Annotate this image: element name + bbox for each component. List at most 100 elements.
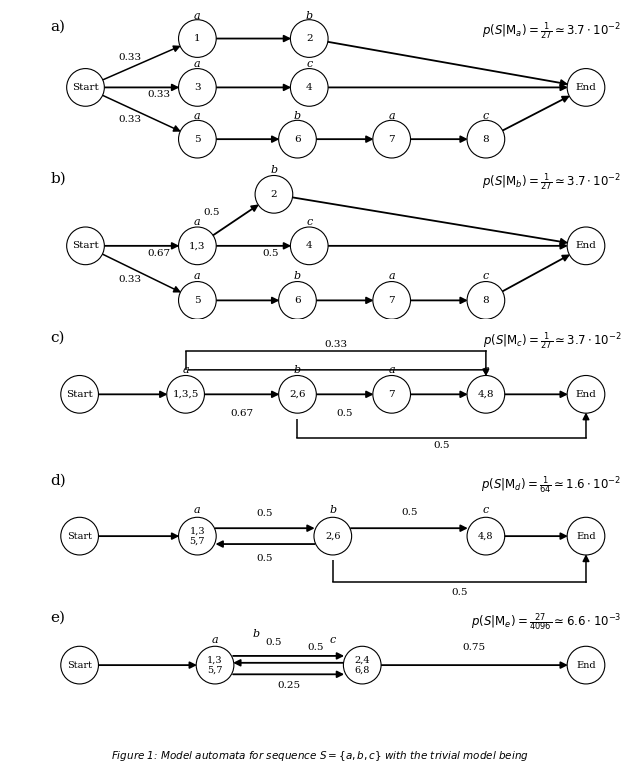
Text: 0.5: 0.5 — [433, 441, 450, 451]
Text: 0.67: 0.67 — [148, 249, 171, 258]
Text: a: a — [194, 59, 201, 69]
Text: c): c) — [50, 330, 65, 344]
Text: Start: Start — [67, 390, 93, 399]
Text: 0.5: 0.5 — [307, 643, 323, 653]
Ellipse shape — [291, 19, 328, 57]
Text: 0.33: 0.33 — [118, 275, 141, 284]
Ellipse shape — [67, 227, 104, 265]
Ellipse shape — [167, 375, 204, 413]
Text: 4,8: 4,8 — [477, 390, 494, 399]
Text: End: End — [575, 242, 596, 250]
Text: c: c — [483, 365, 489, 375]
Ellipse shape — [67, 68, 104, 106]
Ellipse shape — [255, 176, 292, 213]
Ellipse shape — [179, 68, 216, 106]
Text: 1,3
5,7: 1,3 5,7 — [189, 527, 205, 545]
Text: c: c — [483, 111, 489, 121]
Text: 5: 5 — [194, 296, 201, 305]
Text: b: b — [253, 629, 260, 639]
Text: 7: 7 — [388, 296, 395, 305]
Ellipse shape — [467, 517, 505, 555]
Text: Start: Start — [67, 660, 92, 670]
Text: b): b) — [50, 172, 66, 186]
Text: a: a — [194, 217, 201, 227]
Text: 0.5: 0.5 — [337, 409, 353, 418]
Text: b: b — [294, 111, 301, 121]
Text: 8: 8 — [483, 134, 489, 144]
Ellipse shape — [567, 517, 605, 555]
Ellipse shape — [567, 375, 605, 413]
Text: d): d) — [50, 474, 66, 488]
Text: 1,3
5,7: 1,3 5,7 — [207, 656, 223, 674]
Text: 0.5: 0.5 — [401, 508, 417, 517]
Text: 0.5: 0.5 — [204, 208, 220, 217]
Text: 5: 5 — [194, 134, 201, 144]
Ellipse shape — [373, 120, 410, 158]
Text: a: a — [212, 635, 218, 645]
Ellipse shape — [467, 120, 505, 158]
Text: 7: 7 — [388, 134, 395, 144]
Ellipse shape — [467, 281, 505, 319]
Text: Figure 1: Model automata for sequence $S=\{a,b,c\}$ with the trivial model being: Figure 1: Model automata for sequence $S… — [111, 749, 529, 763]
Text: $p(S|\mathrm{M}_d) = \frac{1}{64} \simeq 1.6\cdot 10^{-2}$: $p(S|\mathrm{M}_d) = \frac{1}{64} \simeq… — [481, 474, 621, 496]
Ellipse shape — [61, 646, 99, 684]
Text: Start: Start — [67, 531, 92, 541]
Text: 0.5: 0.5 — [263, 249, 279, 258]
Ellipse shape — [567, 227, 605, 265]
Text: Start: Start — [72, 83, 99, 92]
Text: 4: 4 — [306, 83, 312, 92]
Ellipse shape — [467, 375, 505, 413]
Text: a: a — [388, 111, 395, 121]
Text: c: c — [306, 59, 312, 69]
Text: End: End — [575, 390, 596, 399]
Text: b: b — [294, 365, 301, 375]
Text: b: b — [329, 505, 337, 514]
Ellipse shape — [179, 517, 216, 555]
Ellipse shape — [291, 227, 328, 265]
Text: End: End — [576, 531, 596, 541]
Ellipse shape — [61, 375, 99, 413]
Text: 2: 2 — [306, 34, 312, 43]
Text: 6: 6 — [294, 134, 301, 144]
Text: e): e) — [50, 611, 65, 625]
Text: c: c — [483, 505, 489, 514]
Ellipse shape — [291, 68, 328, 106]
Text: c: c — [306, 217, 312, 227]
Text: Start: Start — [72, 242, 99, 250]
Text: a: a — [194, 111, 201, 121]
Text: 1: 1 — [194, 34, 201, 43]
Text: 0.25: 0.25 — [277, 681, 300, 690]
Ellipse shape — [373, 375, 410, 413]
Text: a): a) — [50, 20, 65, 34]
Ellipse shape — [567, 646, 605, 684]
Text: c: c — [483, 271, 489, 281]
Text: 0.33: 0.33 — [118, 53, 141, 61]
Ellipse shape — [567, 68, 605, 106]
Text: b: b — [306, 11, 313, 20]
Text: 0.67: 0.67 — [230, 409, 253, 418]
Text: 0.33: 0.33 — [324, 340, 348, 349]
Text: 2: 2 — [271, 190, 277, 199]
Ellipse shape — [179, 281, 216, 319]
Text: b: b — [270, 165, 278, 175]
Text: $p(S|\mathrm{M}_a) = \frac{1}{27} \simeq 3.7\cdot 10^{-2}$: $p(S|\mathrm{M}_a) = \frac{1}{27} \simeq… — [483, 20, 621, 41]
Text: 4: 4 — [306, 242, 312, 250]
Text: 8: 8 — [483, 296, 489, 305]
Text: b: b — [294, 271, 301, 281]
Ellipse shape — [314, 517, 351, 555]
Ellipse shape — [179, 19, 216, 57]
Text: End: End — [576, 660, 596, 670]
Text: a: a — [194, 11, 201, 20]
Text: 2,6: 2,6 — [325, 531, 340, 541]
Text: $p(S|\mathrm{M}_b) = \frac{1}{27} \simeq 3.7\cdot 10^{-2}$: $p(S|\mathrm{M}_b) = \frac{1}{27} \simeq… — [482, 172, 621, 193]
Text: 0.33: 0.33 — [148, 90, 171, 99]
Text: a: a — [182, 365, 189, 375]
Text: 1,3,5: 1,3,5 — [172, 390, 199, 399]
Text: 0.75: 0.75 — [463, 643, 486, 653]
Ellipse shape — [278, 281, 316, 319]
Text: 0.5: 0.5 — [257, 554, 273, 563]
Text: 1,3: 1,3 — [189, 242, 205, 250]
Ellipse shape — [344, 646, 381, 684]
Ellipse shape — [373, 281, 410, 319]
Ellipse shape — [196, 646, 234, 684]
